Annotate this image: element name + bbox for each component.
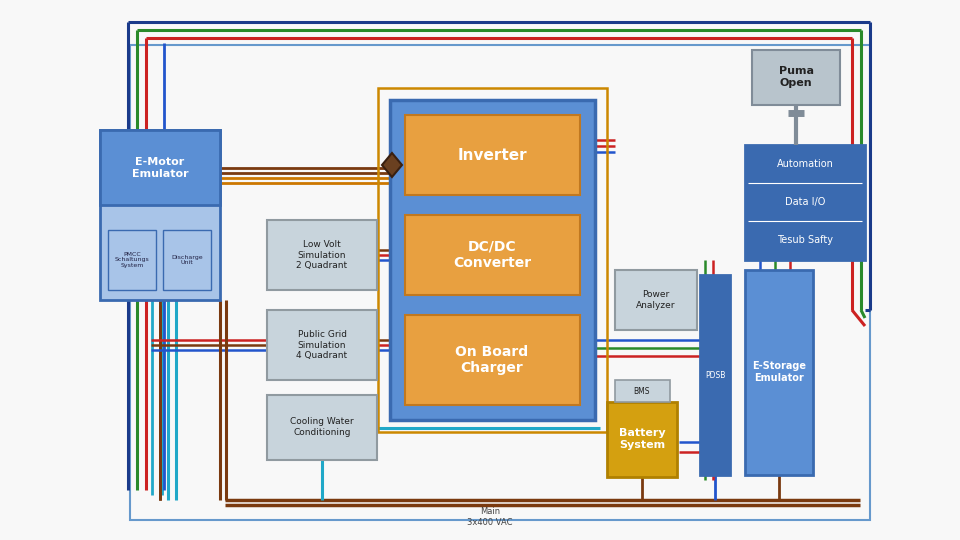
Bar [163, 230, 211, 290]
Bar [267, 310, 377, 380]
Bar [745, 145, 865, 260]
Text: Main
3x400 VAC: Main 3x400 VAC [468, 507, 513, 526]
Text: Discharge
Unit: Discharge Unit [171, 254, 203, 265]
Text: Battery
System: Battery System [618, 428, 665, 450]
Bar [615, 270, 697, 330]
Bar [615, 380, 670, 402]
Bar [390, 100, 595, 420]
Bar [752, 50, 840, 105]
Text: Low Volt
Simulation
2 Quadrant: Low Volt Simulation 2 Quadrant [297, 240, 348, 270]
Bar [405, 215, 580, 295]
Polygon shape [382, 153, 402, 177]
Bar [100, 130, 220, 300]
Bar [745, 270, 813, 475]
Text: E-Storage
Emulator: E-Storage Emulator [752, 361, 806, 383]
Bar [405, 115, 580, 195]
Text: Public Grid
Simulation
4 Quadrant: Public Grid Simulation 4 Quadrant [297, 330, 348, 360]
Text: On Board
Charger: On Board Charger [455, 345, 529, 375]
Bar [405, 315, 580, 405]
Text: E-Motor
Emulator: E-Motor Emulator [132, 157, 188, 179]
Text: BMS: BMS [634, 387, 650, 395]
Bar [700, 275, 730, 475]
Bar [130, 45, 870, 520]
Text: Data I/O: Data I/O [785, 197, 826, 207]
Bar [100, 130, 220, 205]
Text: PMCC
Schaltungs
System: PMCC Schaltungs System [114, 252, 150, 268]
Text: PDSB: PDSB [705, 370, 725, 380]
Bar [378, 88, 607, 432]
Bar [267, 220, 377, 290]
Text: DC/DC
Converter: DC/DC Converter [453, 240, 531, 270]
Text: Inverter: Inverter [457, 147, 527, 163]
Bar [267, 395, 377, 460]
Text: Cooling Water
Conditioning: Cooling Water Conditioning [290, 417, 354, 437]
Text: Tesub Safty: Tesub Safty [777, 235, 833, 245]
Bar [108, 230, 156, 290]
Bar [607, 402, 677, 477]
Text: Puma
Open: Puma Open [779, 66, 813, 88]
Text: Power
Analyzer: Power Analyzer [636, 291, 676, 310]
Text: Automation: Automation [777, 159, 833, 169]
